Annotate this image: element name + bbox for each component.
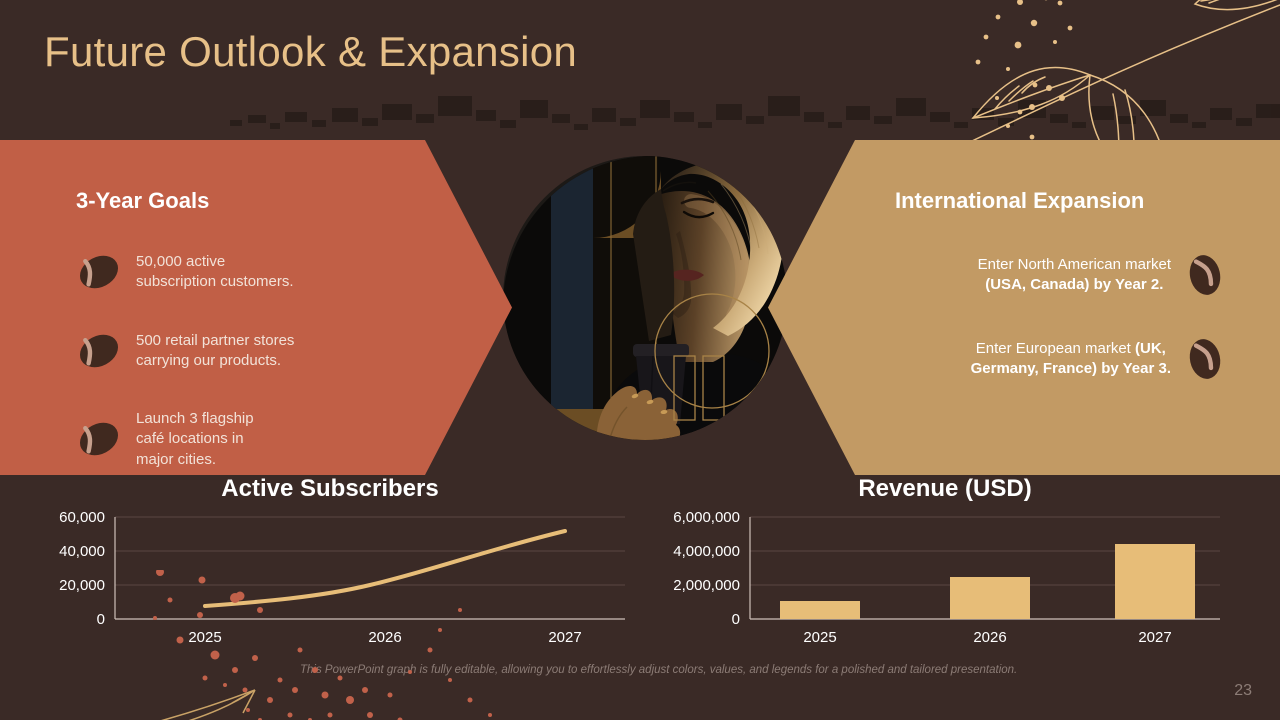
svg-text:20,000: 20,000 [59, 577, 105, 594]
svg-text:2025: 2025 [803, 629, 836, 646]
svg-text:2,000,000: 2,000,000 [673, 577, 740, 594]
svg-text:0: 0 [732, 611, 740, 628]
svg-text:60,000: 60,000 [59, 509, 105, 526]
svg-text:2026: 2026 [973, 629, 1006, 646]
svg-text:6,000,000: 6,000,000 [673, 509, 740, 526]
svg-text:2027: 2027 [1138, 629, 1171, 646]
svg-text:40,000: 40,000 [59, 543, 105, 560]
svg-text:4,000,000: 4,000,000 [673, 543, 740, 560]
